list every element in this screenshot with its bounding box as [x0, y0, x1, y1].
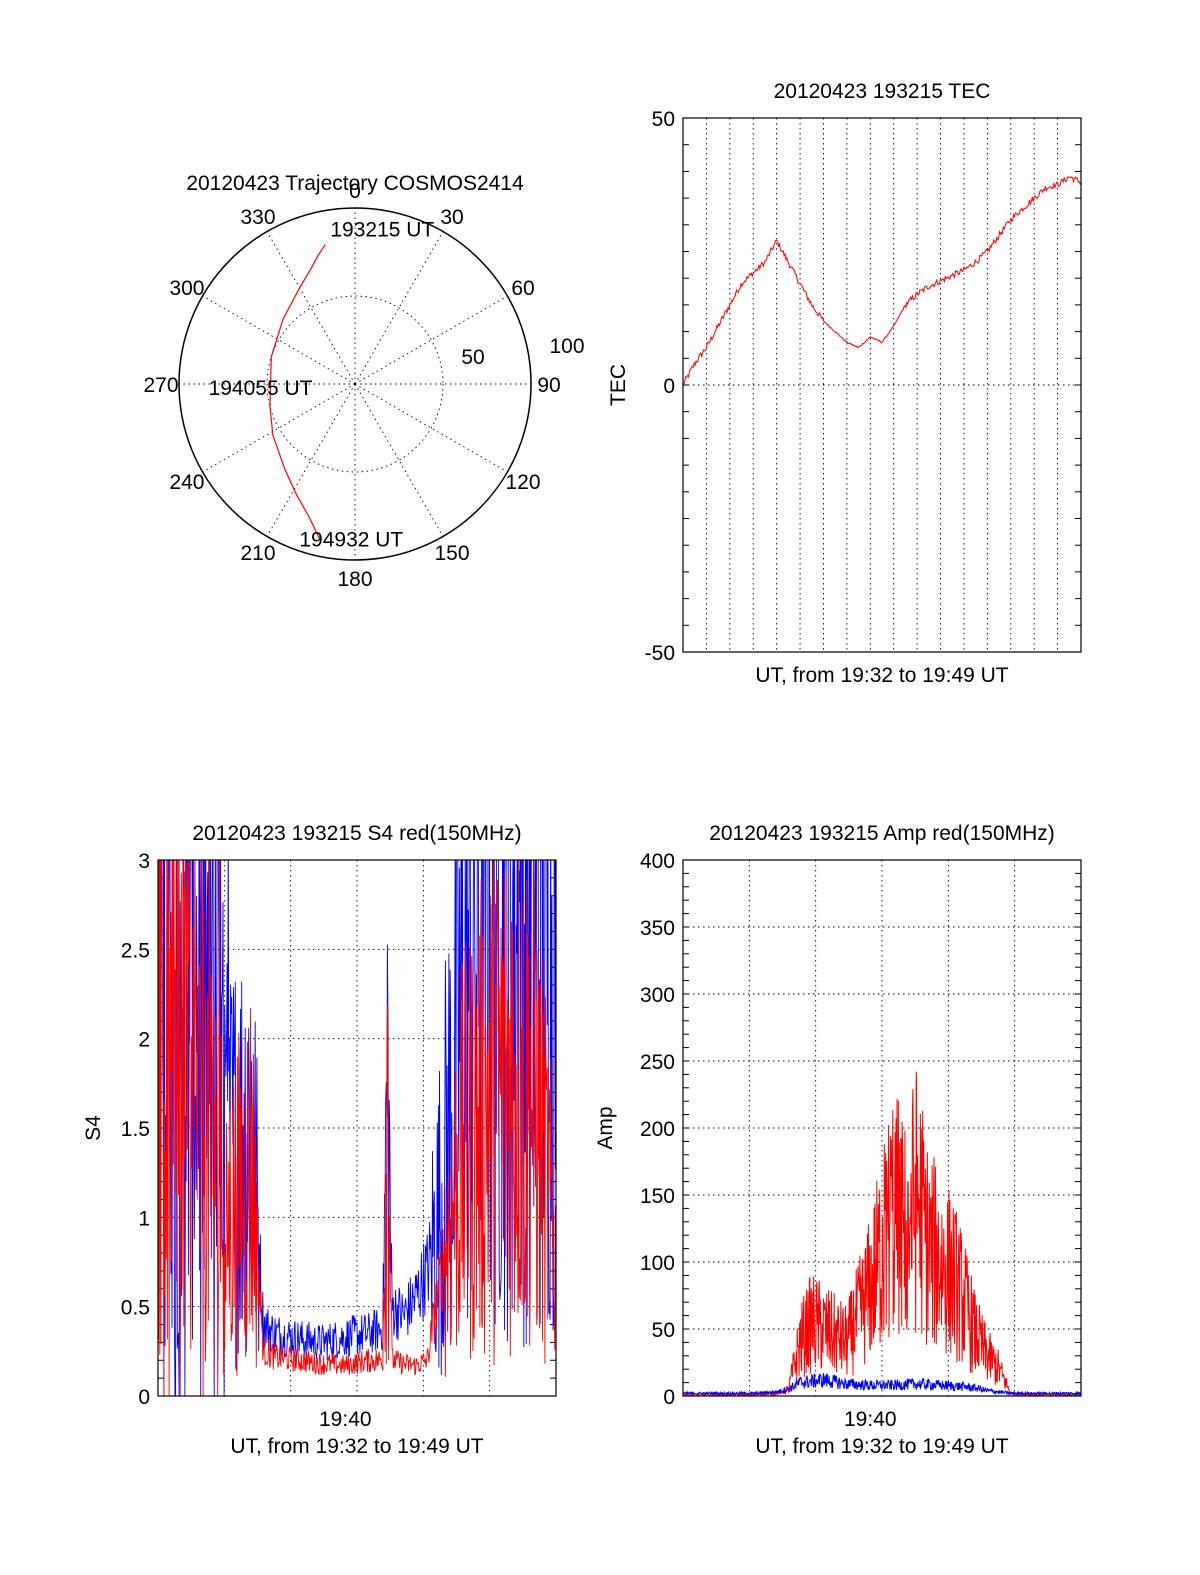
- angle-label: 300: [169, 277, 204, 300]
- chart-title: 20120423 193215 Amp red(150MHz): [709, 822, 1055, 845]
- chart-title: 20120423 193215 S4 red(150MHz): [192, 822, 521, 845]
- y-axis-label: S4: [82, 1115, 105, 1141]
- y-tick-label: 150: [640, 1185, 675, 1208]
- time-annotation: 194932 UT: [299, 528, 403, 551]
- plot-frame: [157, 859, 557, 1397]
- angle-label: 120: [505, 471, 540, 494]
- y-tick-label: 250: [640, 1051, 675, 1074]
- trajectory-line: [269, 244, 326, 539]
- s4-chart: 20120423 193215 S4 red(150MHz) 3 2.5 2 1.5 1 0…: [82, 822, 557, 1458]
- s4-plot-area: [158, 860, 556, 1396]
- angle-label: 270: [143, 374, 178, 397]
- chart-title: 20120423 193215 TEC: [774, 80, 991, 103]
- angle-label: 0: [349, 180, 361, 203]
- y-tick-label: 0: [663, 1386, 675, 1409]
- y-tick-label: 0.5: [121, 1297, 150, 1320]
- angle-label: 330: [240, 206, 275, 229]
- radius-label: 100: [549, 335, 584, 358]
- tec-series-line: [682, 176, 1082, 386]
- y-axis-label: TEC: [607, 364, 630, 406]
- y-tick-label: 300: [640, 984, 675, 1007]
- amp-series-blue: [683, 1372, 1081, 1396]
- outer-circle: [178, 207, 532, 561]
- x-axis-label: UT, from 19:32 to 19:49 UT: [230, 1435, 483, 1458]
- angle-label: 150: [434, 542, 469, 565]
- y-tick-label: 50: [652, 108, 675, 131]
- y-tick-label: 50: [652, 1319, 675, 1342]
- plot-frame: [682, 859, 1082, 1397]
- y-tick-label: 1: [138, 1207, 150, 1230]
- y-tick-label: 2: [138, 1029, 150, 1052]
- plot-frame: [682, 117, 1082, 653]
- x-axis-label: UT, from 19:32 to 19:49 UT: [755, 664, 1008, 687]
- angle-label: 240: [169, 471, 204, 494]
- y-tick-label: 400: [640, 850, 675, 873]
- y-tick-label: 0: [138, 1386, 150, 1409]
- angle-label: 60: [511, 277, 534, 300]
- amp-plot-area: [683, 1071, 1081, 1396]
- radial-gridline: [202, 295, 356, 385]
- chart-title: 20120423 Trajectory COSMOS2414: [186, 172, 524, 195]
- y-tick-label: 350: [640, 917, 675, 940]
- tec-chart: 20120423 193215 TEC 50 0 -50 TEC UT, from 19:…: [607, 80, 1082, 687]
- x-tick-label: 19:40: [844, 1408, 897, 1431]
- y-axis-label: Amp: [594, 1106, 617, 1149]
- x-tick-label: 19:40: [319, 1408, 372, 1431]
- y-tick-label: 100: [640, 1252, 675, 1275]
- angle-label: 210: [240, 542, 275, 565]
- s4-series-red: [158, 860, 556, 1396]
- time-annotation: 193215 UT: [330, 219, 434, 242]
- radial-gridline: [354, 383, 444, 537]
- y-tick-label: -50: [645, 642, 675, 665]
- angle-label: 90: [537, 374, 560, 397]
- time-annotation: 194055 UT: [209, 377, 313, 400]
- angle-label: 30: [440, 206, 463, 229]
- radial-gridline: [266, 231, 356, 385]
- y-tick-label: 0: [663, 375, 675, 398]
- y-tick-label: 1.5: [121, 1118, 150, 1141]
- y-tick-label: 3: [138, 850, 150, 873]
- y-tick-label: 2.5: [121, 939, 150, 962]
- angle-label: 180: [337, 568, 372, 591]
- x-axis-label: UT, from 19:32 to 19:49 UT: [755, 1435, 1008, 1458]
- radius-50-gridline: [266, 295, 444, 473]
- y-tick-label: 200: [640, 1118, 675, 1141]
- radius-label: 50: [461, 346, 484, 369]
- amp-chart: 20120423 193215 Amp red(150MHz) 400 350 300…: [594, 822, 1082, 1458]
- radial-gridline: [266, 383, 356, 537]
